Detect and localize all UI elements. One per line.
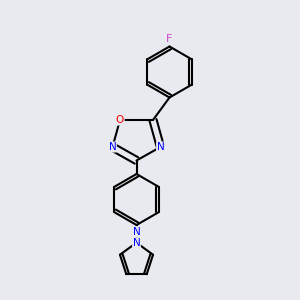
Text: N: N — [133, 238, 140, 248]
Text: N: N — [157, 142, 164, 152]
Text: F: F — [166, 34, 173, 44]
Text: N: N — [109, 142, 116, 152]
Text: O: O — [116, 115, 124, 125]
Text: N: N — [133, 226, 140, 237]
